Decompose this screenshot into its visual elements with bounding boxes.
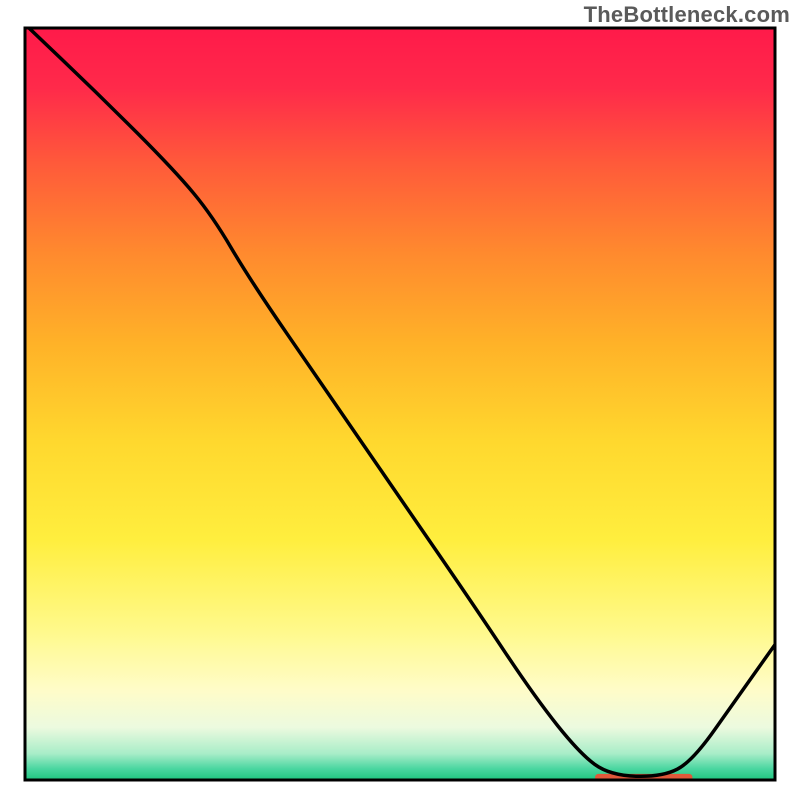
chart-background <box>25 28 775 780</box>
bottleneck-chart <box>0 0 800 800</box>
